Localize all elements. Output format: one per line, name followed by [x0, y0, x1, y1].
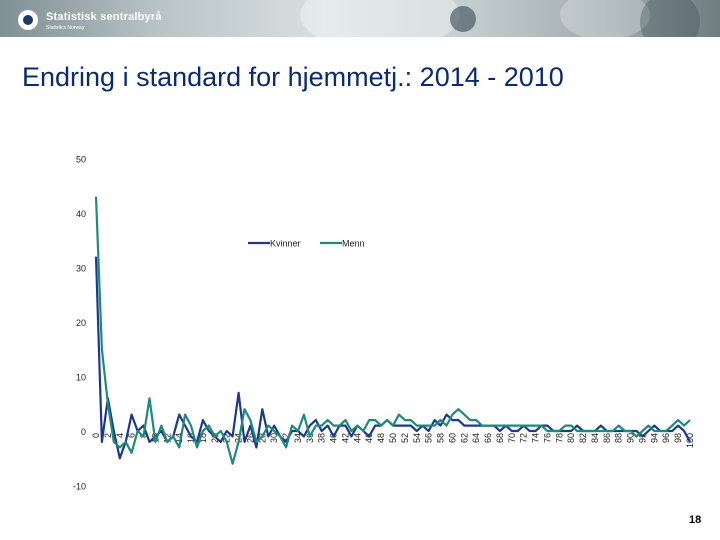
x-tick-label: 56 [424, 433, 434, 443]
x-tick-label: 54 [412, 433, 422, 443]
x-tick-label: 80 [566, 433, 576, 443]
x-tick-label: 72 [519, 433, 529, 443]
header-banner: Statistisk sentralbyrå Statistics Norway [0, 0, 720, 37]
y-tick-label: 30 [76, 264, 86, 274]
y-tick-label: 10 [76, 373, 86, 383]
x-tick-label: 52 [400, 433, 410, 443]
x-tick-label: 68 [495, 433, 505, 443]
banner-decoration [300, 0, 460, 37]
x-tick-label: 40 [329, 433, 339, 443]
x-tick-label: 66 [483, 433, 493, 443]
series-line-menn [94, 196, 691, 465]
slide-title: Endring i standard for hjemmetj.: 2014 -… [22, 62, 564, 92]
x-tick-label: 4 [115, 433, 125, 438]
x-tick-label: 62 [459, 433, 469, 443]
x-tick-label: 76 [542, 433, 552, 443]
x-tick-label: 32 [281, 433, 291, 443]
banner-decoration [560, 0, 650, 37]
x-tick-label: 96 [661, 433, 671, 443]
x-tick-label: 34 [293, 433, 303, 443]
x-tick-label: 78 [554, 433, 564, 443]
page-number: 18 [689, 514, 702, 526]
x-tick-label: 16 [186, 433, 196, 443]
banner-decoration [640, 0, 700, 37]
x-tick-label: 90 [626, 433, 636, 443]
x-tick-label: 50 [388, 433, 398, 443]
x-tick-label: 86 [602, 433, 612, 443]
banner-decoration [450, 6, 476, 32]
x-tick-label: 44 [352, 433, 362, 443]
x-tick-label: 84 [590, 433, 600, 443]
y-tick-label: 20 [76, 318, 86, 328]
x-tick-label: 36 [305, 433, 315, 443]
x-tick-label: 74 [531, 433, 541, 443]
x-tick-label: 2 [103, 433, 113, 438]
y-tick-label: 0 [81, 427, 86, 437]
x-tick-label: 48 [376, 433, 386, 443]
legend-label: Menn [342, 239, 365, 249]
y-tick-label: -10 [73, 482, 86, 492]
x-tick-label: 22 [222, 433, 232, 443]
y-tick-label: 40 [76, 209, 86, 219]
x-tick-label: 12 [162, 433, 172, 443]
y-tick-label: 50 [76, 155, 86, 165]
x-tick-label: 98 [673, 433, 683, 443]
x-tick-label: 26 [245, 433, 255, 443]
x-tick-label: 42 [340, 433, 350, 443]
x-tick-label: 60 [447, 433, 457, 443]
x-tick-label: 58 [436, 433, 446, 443]
x-tick-label: 70 [507, 433, 517, 443]
x-tick-label: 6 [127, 433, 137, 438]
x-tick-label: 38 [317, 433, 327, 443]
x-tick-label: 92 [637, 433, 647, 443]
x-tick-label: 82 [578, 433, 588, 443]
x-tick-label: 30 [269, 433, 279, 443]
legend-label: Kvinner [270, 239, 301, 249]
x-tick-label: 14 [174, 433, 184, 443]
logo-subtitle: Statistics Norway [46, 25, 85, 31]
x-tick-label: 94 [649, 433, 659, 443]
x-tick-label: 28 [257, 433, 267, 443]
x-tick-label: 46 [364, 433, 374, 443]
x-tick-label: 88 [614, 433, 624, 443]
ssb-logo-icon [18, 10, 38, 30]
x-tick-label: 20 [210, 433, 220, 443]
logo-name: Statistisk sentralbyrå [46, 11, 162, 23]
x-tick-label: 18 [198, 433, 208, 443]
series-line-kvinner [94, 256, 691, 460]
x-tick-label: 0 [91, 433, 101, 438]
x-tick-label: 64 [471, 433, 481, 443]
